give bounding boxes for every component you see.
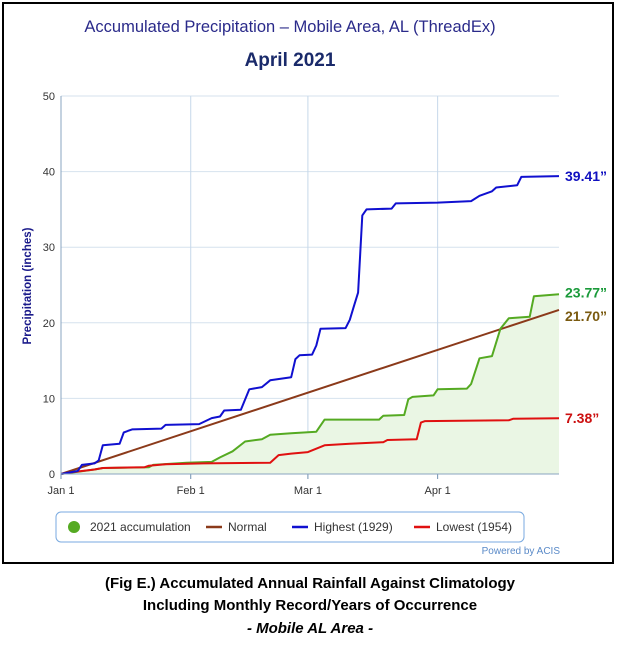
legend-item-highest-1929[interactable]: Highest (1929) <box>292 520 393 534</box>
legend-label-lowest-1954: Lowest (1954) <box>436 520 512 534</box>
series-area-2021-accumulation <box>61 294 559 474</box>
x-tick-label-jan-1: Jan 1 <box>48 485 75 497</box>
legend-marker-2021-accumulation <box>68 521 80 533</box>
y-tick-label-30: 30 <box>43 242 55 254</box>
legend-item-2021-accumulation[interactable]: 2021 accumulation <box>68 520 191 534</box>
precipitation-chart: Accumulated Precipitation – Mobile Area,… <box>22 18 607 557</box>
y-tick-label-50: 50 <box>43 91 55 103</box>
end-label-lowest-1954: 7.38” <box>565 410 599 426</box>
caption-line-3: - Mobile AL Area - <box>246 620 374 637</box>
legend-item-lowest-1954[interactable]: Lowest (1954) <box>414 520 512 534</box>
end-labels: 23.77” 21.70” 39.41” 7.38” <box>565 168 607 426</box>
acis-credit[interactable]: Powered by ACIS <box>482 546 561 557</box>
y-tick-label-40: 40 <box>43 167 55 179</box>
series-line-lowest-1954 <box>60 417 560 475</box>
series-line-highest-1929 <box>60 175 560 475</box>
plot-area <box>60 175 560 475</box>
legend-item-normal[interactable]: Normal <box>206 520 267 534</box>
axes: 0 10 20 30 40 50 Jan 1 Feb 1 Mar 1 Apr 1 <box>43 91 559 497</box>
chart-frame: Accumulated Precipitation – Mobile Area,… <box>2 2 614 564</box>
end-label-2021-accumulation: 23.77” <box>565 284 607 300</box>
x-tick-label-apr-1: Apr 1 <box>424 485 450 497</box>
y-tick-label-0: 0 <box>49 469 55 481</box>
series-line-normal <box>60 308 560 475</box>
caption-line-2: Including Monthly Record/Years of Occurr… <box>142 597 478 614</box>
y-axis-label: Precipitation (inches) <box>22 227 34 344</box>
end-label-normal: 21.70” <box>565 308 607 324</box>
y-tick-label-20: 20 <box>43 318 55 330</box>
x-tick-label-mar-1: Mar 1 <box>294 485 322 497</box>
x-tick-label-feb-1: Feb 1 <box>177 485 205 497</box>
end-label-highest-1929: 39.41” <box>565 168 607 184</box>
series-line-2021-accumulation <box>60 293 560 475</box>
chart-subtitle: April 2021 <box>245 50 336 71</box>
legend-label-normal: Normal <box>228 520 267 534</box>
legend-box <box>55 511 525 543</box>
legend[interactable]: 2021 accumulation Normal Highest (1929) Low… <box>55 511 525 543</box>
legend-label-highest-1929: Highest (1929) <box>314 520 393 534</box>
y-tick-label-10: 10 <box>43 393 55 405</box>
caption-line-1: (Fig E.) Accumulated Annual Rainfall Aga… <box>104 575 516 592</box>
legend-label-2021-accumulation: 2021 accumulation <box>90 520 191 534</box>
chart-title: Accumulated Precipitation – Mobile Area,… <box>84 18 495 36</box>
